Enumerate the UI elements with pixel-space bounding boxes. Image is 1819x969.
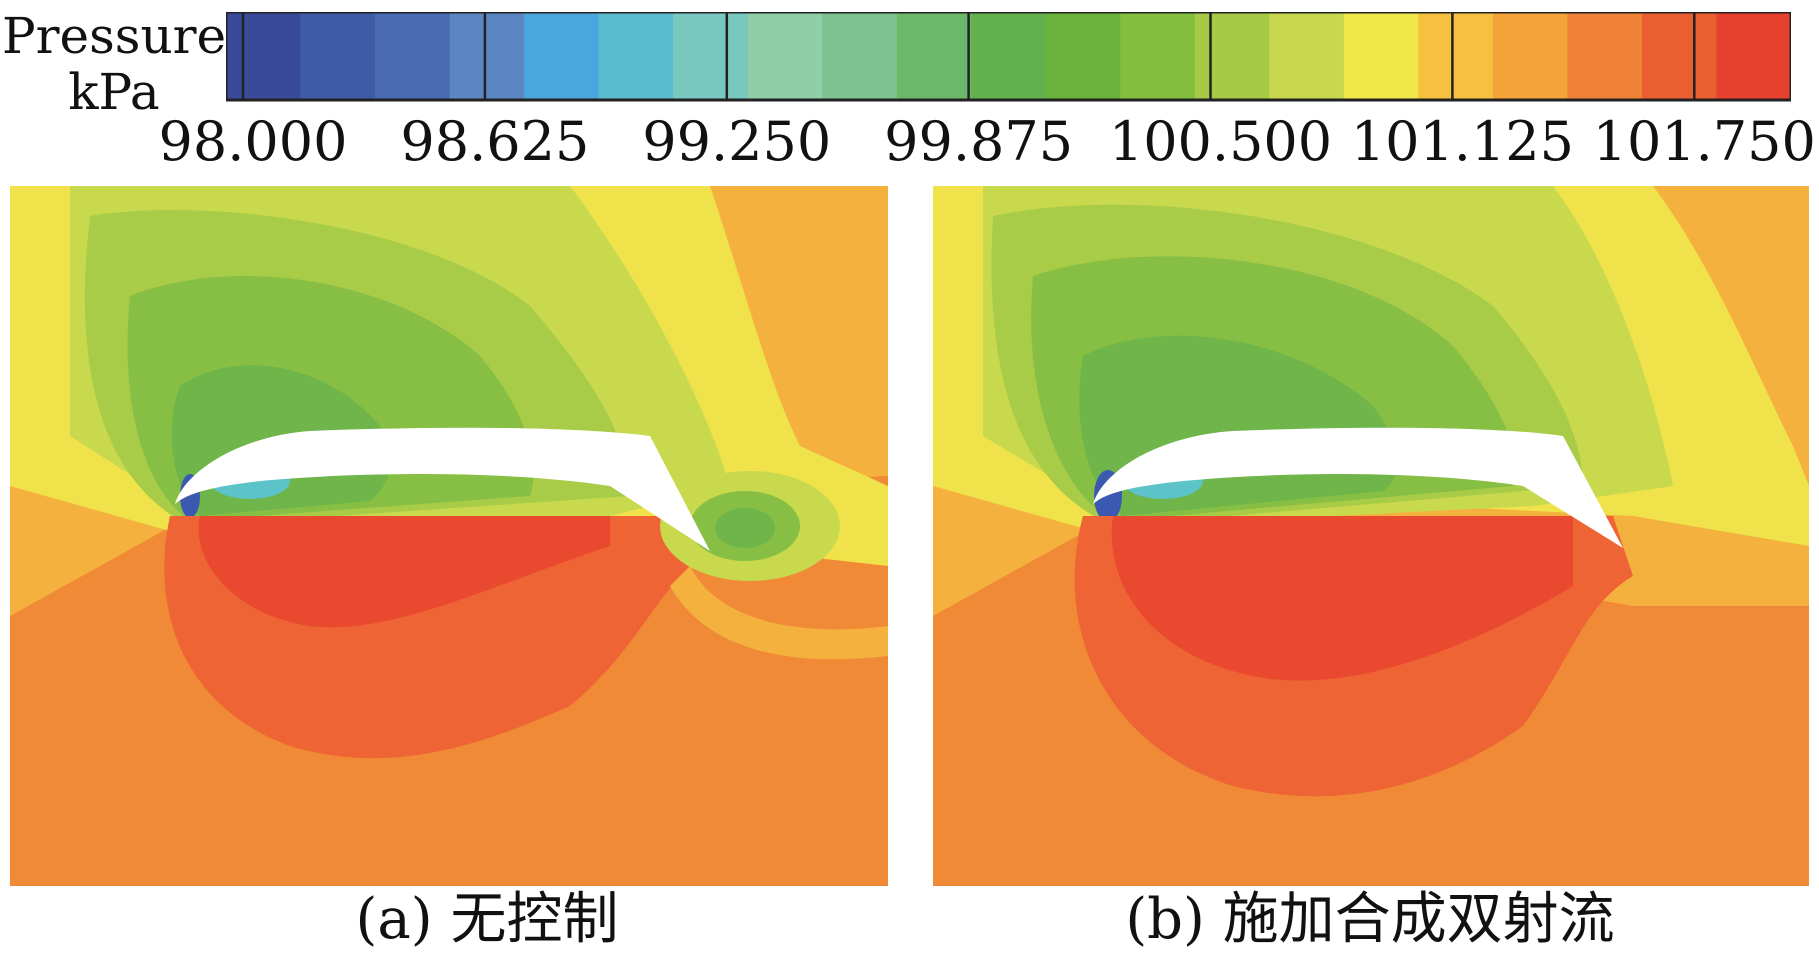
caption-a: (a) 无控制 (355, 887, 619, 952)
colorbar-cell (449, 12, 525, 100)
colorbar-tick-label: 98.000 (158, 110, 348, 173)
colorbar-cell (896, 12, 972, 100)
colorbar-cell (1418, 12, 1494, 100)
airfoil-a (175, 427, 710, 551)
colorbar-tick-label: 101.750 (1592, 110, 1816, 173)
panel-a (10, 186, 888, 886)
colorbar-cell (300, 12, 376, 100)
colorbar-cell (1716, 12, 1791, 100)
colorbar-cell (598, 12, 674, 100)
colorbar (226, 12, 1791, 102)
colorbar-tick-label: 98.625 (400, 110, 590, 173)
colorbar-cell (747, 12, 823, 100)
colorbar-cell (1641, 12, 1718, 100)
pressure-contour-b (933, 186, 1809, 886)
legend-title: Pressure/ kPa (2, 7, 243, 121)
caption-b: (b) 施加合成双射流 (1125, 887, 1615, 952)
colorbar-cell (1567, 12, 1643, 100)
colorbar-cell (1120, 12, 1196, 100)
pressure-contour-a (10, 186, 888, 886)
legend-title-line2: kPa (68, 63, 160, 121)
legend-title-line1: Pressure/ (2, 7, 243, 65)
colorbar-cell (1045, 12, 1121, 100)
colorbar-tick-label: 99.875 (884, 110, 1074, 173)
airfoil-b (1093, 427, 1623, 548)
colorbar-tick-label: 100.500 (1108, 110, 1333, 173)
colorbar-cell (524, 12, 600, 100)
colorbar-cell (1343, 12, 1419, 100)
colorbar-cell (822, 12, 898, 100)
colorbar-tick-label: 101.125 (1350, 110, 1575, 173)
colorbar-cell (971, 12, 1047, 100)
colorbar-cell (1194, 12, 1270, 100)
colorbar-tick-label: 99.250 (642, 110, 832, 173)
colorbar-cell (226, 12, 302, 100)
colorbar-cell (375, 12, 451, 100)
colorbar-cell (1492, 12, 1569, 100)
colorbar-cell (673, 12, 749, 100)
colorbar-cell (1269, 12, 1345, 100)
panel-b (933, 186, 1809, 886)
